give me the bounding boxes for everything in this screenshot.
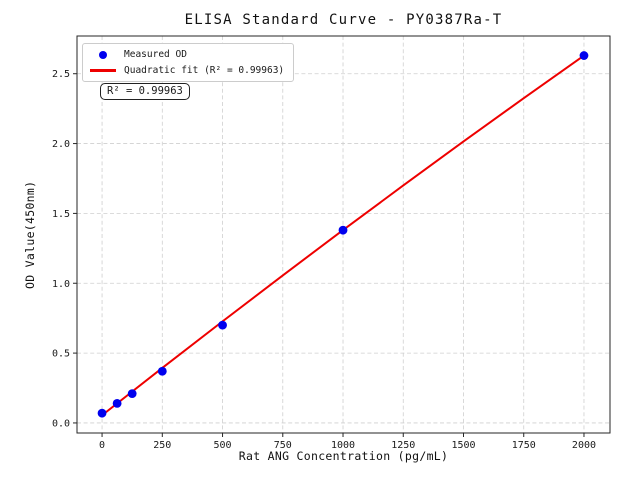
x-tick-label: 500 xyxy=(214,440,232,451)
legend-item-quadratic-fit: Quadratic fit (R² = 0.99963) xyxy=(88,64,284,77)
y-axis-label: OD Value(450nm) xyxy=(23,180,37,289)
r-squared-annotation: R² = 0.99963 xyxy=(100,83,190,100)
legend-label-measured-od: Measured OD xyxy=(124,49,187,60)
x-tick-label: 1500 xyxy=(451,440,475,451)
y-tick-label: 0.0 xyxy=(52,418,70,429)
x-tick-label: 250 xyxy=(153,440,171,451)
legend: Measured OD Quadratic fit (R² = 0.99963) xyxy=(82,43,295,82)
x-tick-label: 1000 xyxy=(331,440,355,451)
y-tick-label: 2.0 xyxy=(52,139,70,150)
data-point xyxy=(338,225,348,235)
scatter-marker-icon xyxy=(99,50,107,59)
data-point xyxy=(579,51,589,60)
y-tick-label: 2.5 xyxy=(52,69,70,80)
data-point xyxy=(97,408,107,418)
legend-marker-cell xyxy=(88,50,118,59)
data-point xyxy=(157,366,167,376)
x-axis-label: Rat ANG Concentration (pg/mL) xyxy=(238,449,449,463)
data-point xyxy=(127,389,137,399)
y-tick-label: 0.5 xyxy=(52,349,70,360)
x-tick-label: 1250 xyxy=(391,440,415,451)
chart-title: ELISA Standard Curve - PY0387Ra-T xyxy=(184,12,503,28)
data-point xyxy=(218,320,227,330)
data-point xyxy=(112,398,122,408)
legend-label-quadratic-fit: Quadratic fit (R² = 0.99963) xyxy=(124,65,285,76)
x-tick-label: 2000 xyxy=(572,440,596,451)
legend-marker-cell xyxy=(88,69,118,72)
y-tick-label: 1.0 xyxy=(52,279,70,290)
x-tick-label: 1750 xyxy=(512,440,536,451)
x-tick-label: 0 xyxy=(99,440,105,451)
x-tick-label: 750 xyxy=(274,440,292,451)
y-tick-label: 1.5 xyxy=(52,209,70,220)
legend-item-measured-od: Measured OD xyxy=(88,48,284,61)
fit-line-icon xyxy=(90,69,116,72)
